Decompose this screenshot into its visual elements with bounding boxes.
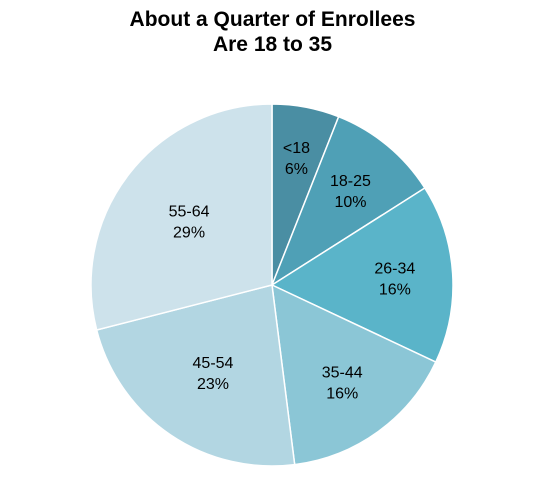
slice-label: <18 [283,140,310,157]
slice-label: 45-54 [193,355,234,372]
slice-value-label: 10% [334,194,366,211]
pie-slice-2634 [270,186,454,364]
pie-slice-5564 [90,103,273,331]
pie-slice-4554 [95,284,296,467]
slice-value-label: 23% [197,376,229,393]
pie-slice-1825 [270,115,426,287]
slice-label: 35-44 [322,365,363,382]
pie-slice-3544 [271,283,437,466]
slice-value-label: 6% [285,161,308,178]
slice-value-label: 29% [173,225,205,242]
slice-value-label: 16% [379,281,411,298]
chart-title: About a Quarter of Enrollees Are 18 to 3… [0,7,545,57]
slice-label: 18-25 [330,173,371,190]
slice-label: 55-64 [169,204,210,221]
slice-value-label: 16% [326,386,358,403]
chart-title-line-1: About a Quarter of Enrollees [129,8,416,31]
slice-label: 26-34 [374,260,415,277]
chart-title-line-2: Are 18 to 35 [212,33,333,56]
